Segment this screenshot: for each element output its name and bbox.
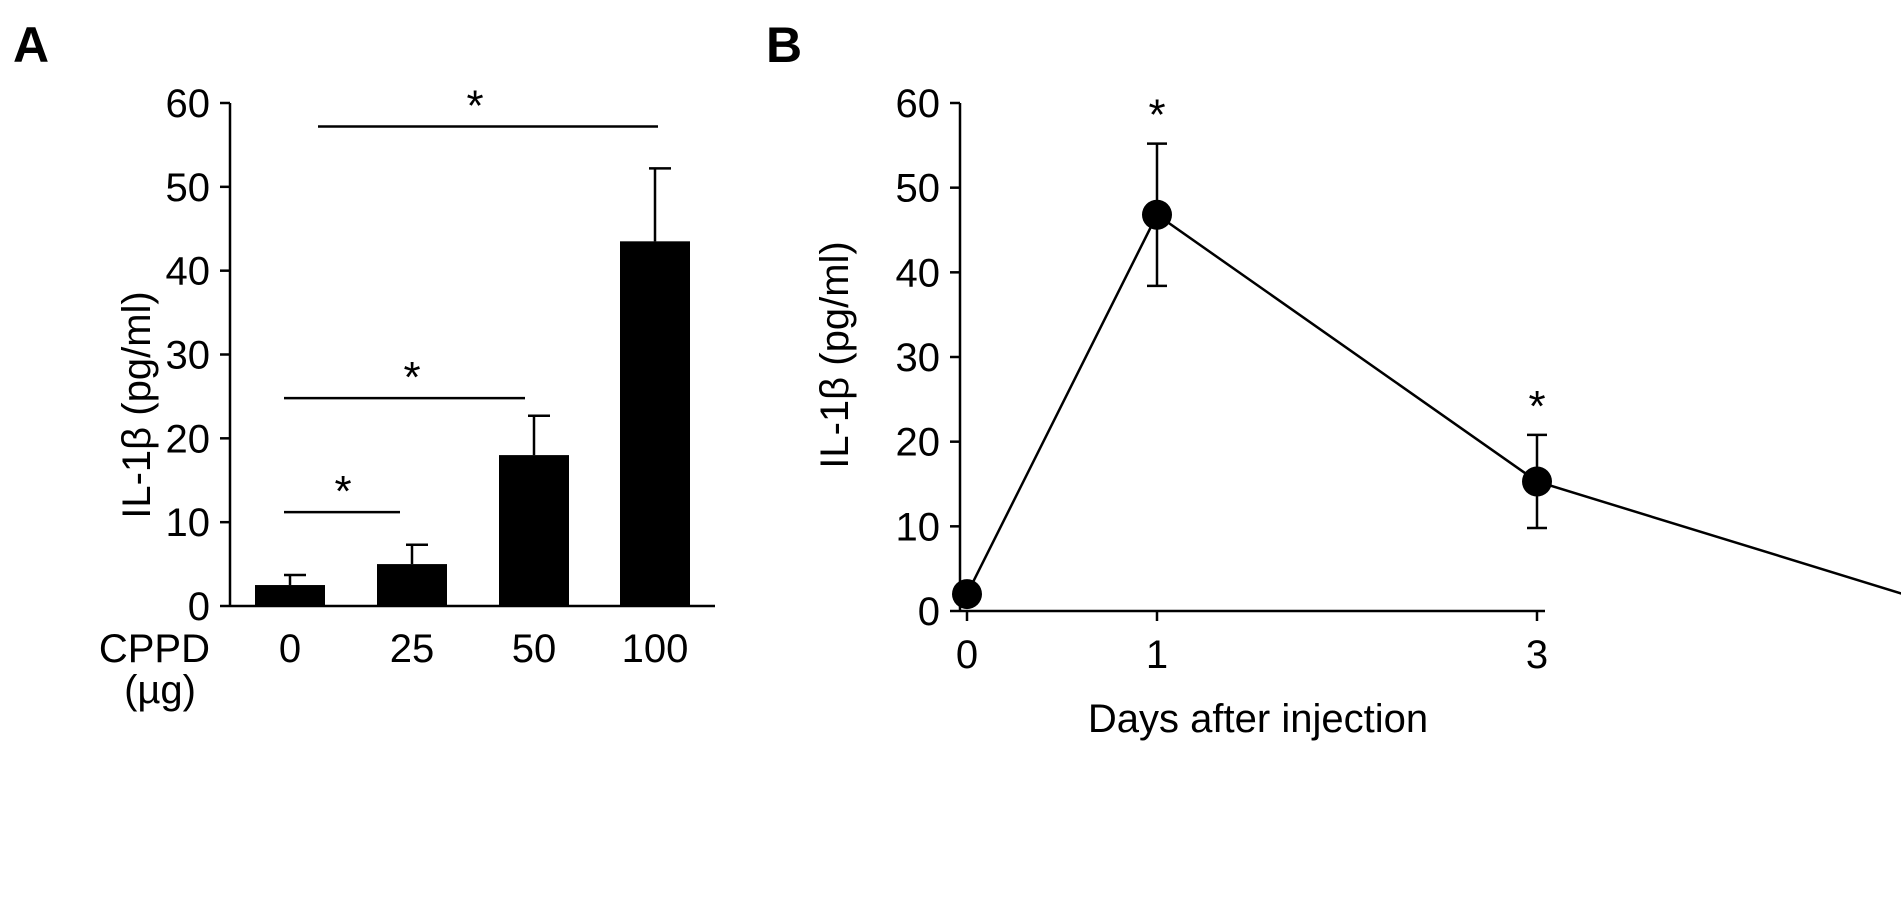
panel-a-x-tick-labels: 0 25 50 100 (279, 627, 689, 671)
panel-a-y-tick-label: 10 (166, 501, 211, 545)
panel-b-data-point (1142, 199, 1172, 230)
panel-b-y-tick-label: 50 (896, 167, 941, 211)
panel-a-y-tick-label: 60 (166, 82, 211, 126)
panel-b-y-tick-label: 10 (896, 505, 941, 549)
panel-a-y-tick-label: 40 (166, 250, 211, 294)
panel-b-y-tick-label: 0 (918, 590, 940, 634)
panel-a: A IL-1β (pg/ml) 0 10 20 30 40 50 60 0 25 50 100 C… (13, 17, 715, 712)
panel-b-x-tick-label: 0 (956, 633, 978, 677)
panel-b-series: ** (952, 91, 1901, 610)
panel-a-x-tick-label: 50 (512, 627, 557, 671)
panel-b-y-axis-title: IL-1β (pg/ml) (813, 241, 857, 469)
panel-a-x-tick-label: 100 (622, 627, 689, 671)
panel-b-data-point (1522, 466, 1552, 497)
panel-a-bar (499, 455, 569, 606)
panel-b-y-tick-label: 60 (896, 82, 941, 126)
panel-b-y-tick-label: 40 (896, 251, 941, 295)
panel-a-significance: * * * (284, 81, 658, 516)
panel-a-y-ticks: 0 10 20 30 40 50 60 (166, 82, 230, 629)
panel-b-x-tick-label: 3 (1526, 633, 1548, 677)
panel-b-significance-star: * (1528, 382, 1545, 431)
panel-a-x-tick-label: 25 (390, 627, 435, 671)
panel-a-significance-star: * (466, 81, 483, 130)
panel-a-x-label-cppd: CPPD (99, 627, 210, 671)
panel-a-bar (377, 564, 447, 606)
panel-a-label: A (13, 17, 49, 73)
panel-b-x-axis-title: Days after injection (1088, 697, 1428, 741)
panel-b-y-tick-label: 30 (896, 336, 941, 380)
panel-a-y-tick-label: 0 (188, 585, 210, 629)
panel-a-significance-star: * (403, 353, 420, 402)
panel-a-bar (255, 585, 325, 606)
panel-a-y-axis-title: IL-1β (pg/ml) (115, 291, 159, 519)
panel-a-bar (620, 241, 690, 606)
panel-a-significance-star: * (334, 467, 351, 516)
panel-a-y-tick-label: 50 (166, 166, 211, 210)
panel-a-y-tick-label: 30 (166, 334, 211, 378)
panel-b-x-ticks: 0135 (956, 611, 1548, 677)
panel-b-label: B (766, 17, 802, 73)
panel-a-x-label-unit: (µg) (124, 668, 196, 712)
panel-b-data-point (952, 579, 982, 610)
panel-a-bars (255, 167, 690, 606)
panel-b-series-line (965, 212, 1901, 595)
panel-b-x-tick-label: 1 (1146, 633, 1168, 677)
panel-b-y-ticks: 0 10 20 30 40 50 60 (896, 82, 960, 634)
panel-a-x-tick-label: 0 (279, 627, 301, 671)
panel-a-y-tick-label: 20 (166, 417, 211, 461)
panel-b-y-tick-label: 20 (896, 421, 941, 465)
panel-b-significance-star: * (1148, 91, 1165, 140)
